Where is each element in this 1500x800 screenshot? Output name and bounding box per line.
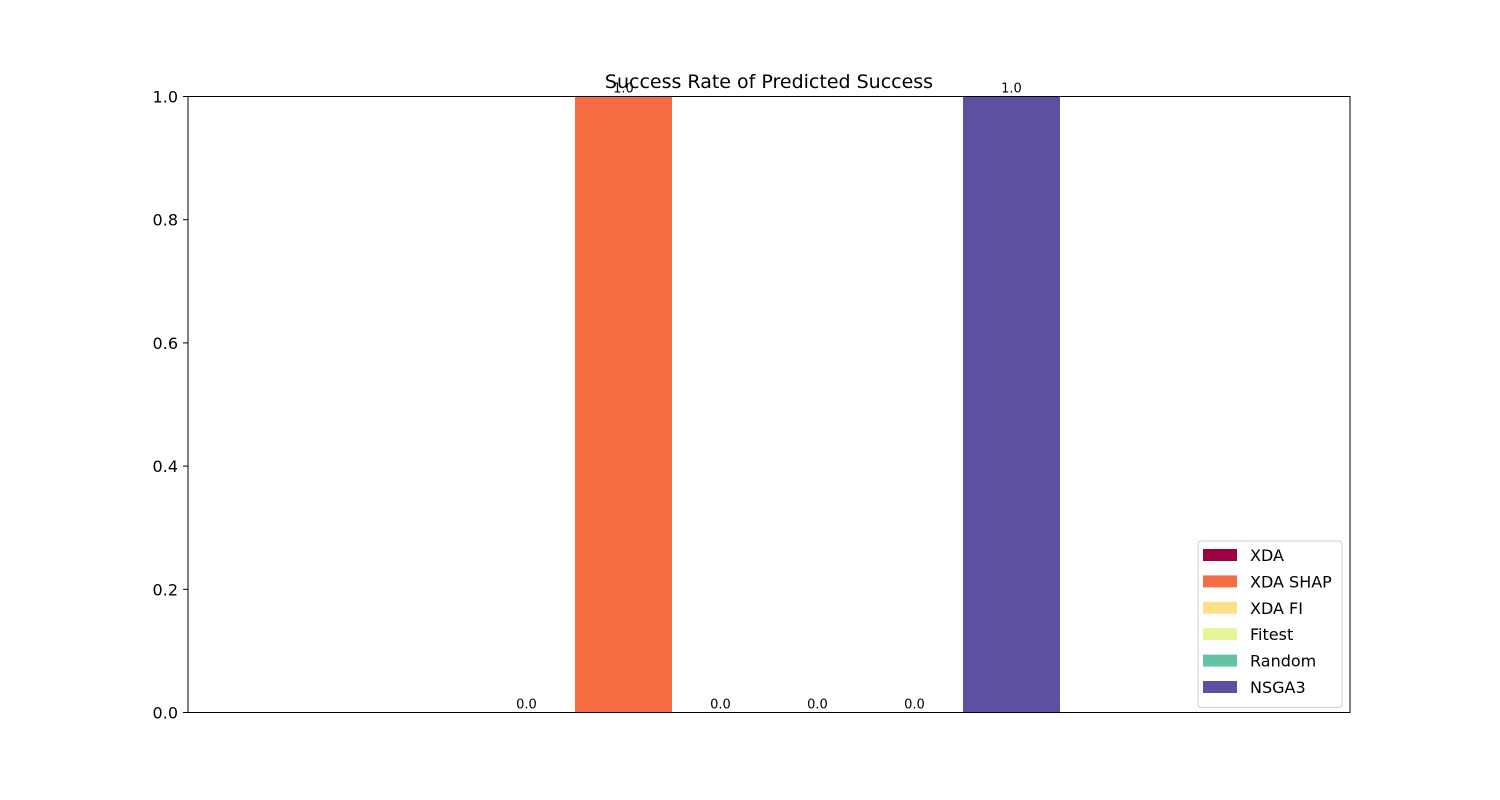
- legend-swatch: [1203, 601, 1237, 614]
- bar-value-label: 0.0: [710, 698, 731, 713]
- bar-value-label: 1.0: [1001, 82, 1022, 97]
- chart-title: Success Rate of Predicted Success: [605, 71, 933, 93]
- legend-label: XDA: [1250, 546, 1284, 565]
- legend-swatch: [1203, 575, 1237, 588]
- legend-swatch: [1203, 628, 1237, 641]
- legend-swatch: [1203, 654, 1237, 667]
- bar-value-label: 1.0: [613, 82, 634, 97]
- y-tick-label: 0.2: [153, 580, 178, 599]
- y-tick-label: 0.8: [153, 211, 178, 230]
- legend-label: Fitest: [1250, 625, 1293, 644]
- legend-label: Random: [1250, 652, 1316, 671]
- y-tick-label: 0.4: [153, 457, 178, 476]
- plot-frame: [187, 96, 1351, 713]
- bar-value-label: 0.0: [516, 698, 537, 713]
- y-tick-label: 0.6: [153, 334, 178, 353]
- legend-swatch: [1203, 681, 1237, 693]
- legend-label: XDA SHAP: [1250, 572, 1332, 591]
- bar-value-label: 0.0: [904, 698, 925, 713]
- legend-label: XDA FI: [1250, 599, 1303, 618]
- legend-label: NSGA3: [1250, 678, 1306, 697]
- bar-value-label: 0.0: [807, 698, 828, 713]
- bar-nsga3: [963, 96, 1060, 713]
- y-tick-label: 1.0: [153, 88, 178, 107]
- bar-xda-shap: [575, 96, 672, 713]
- y-tick-label: 0.0: [153, 704, 178, 723]
- legend-swatch: [1203, 549, 1237, 561]
